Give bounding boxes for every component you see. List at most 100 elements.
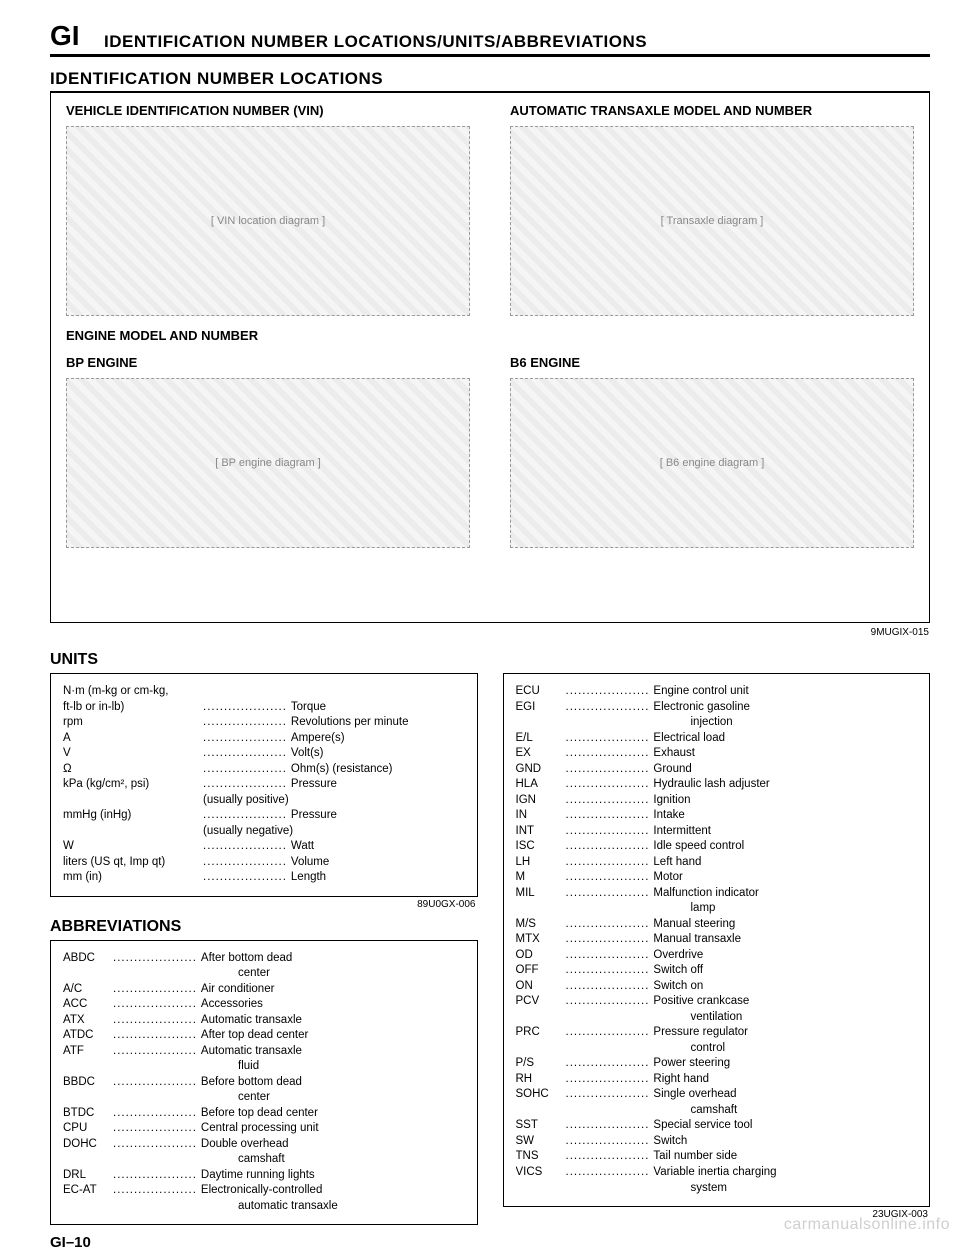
row-value: Positive crankcase <box>649 994 749 1010</box>
list-row: rpm .................... Revolutions per… <box>63 715 465 731</box>
list-row: PCV .................... Positive crankc… <box>516 994 918 1010</box>
list-row: OFF .................... Switch off <box>516 963 918 979</box>
row-value: Exhaust <box>649 746 695 762</box>
list-row: IN .................... Intake <box>516 808 918 824</box>
row-dots: .................... <box>203 746 287 762</box>
list-row: GND .................... Ground <box>516 762 918 778</box>
row-label: SST <box>516 1118 566 1134</box>
row-dots: .................... <box>566 777 650 793</box>
row-dots: .................... <box>566 824 650 840</box>
list-row: liters (US qt, Imp qt) .................… <box>63 855 465 871</box>
list-row: ATDC .................... After top dead… <box>63 1028 465 1044</box>
row-value: Intake <box>649 808 684 824</box>
row-dots: .................... <box>566 700 650 716</box>
row-value: Tail number side <box>649 1149 737 1165</box>
row-dots: .................... <box>113 982 197 998</box>
row-value: Malfunction indicator <box>649 886 758 902</box>
list-row-cont: system <box>516 1181 918 1197</box>
row-value: Accessories <box>197 997 263 1013</box>
abbrev-title: ABBREVIATIONS <box>50 918 478 936</box>
list-row-cont: control <box>516 1041 918 1057</box>
abbrev-right-box: ECU .................... Engine control … <box>503 673 931 1207</box>
row-label: P/S <box>516 1056 566 1072</box>
row-dots: .................... <box>566 917 650 933</box>
row-value: Electronic gasoline <box>649 700 750 716</box>
row-label: mmHg (inHg) <box>63 808 203 824</box>
list-row: ABDC .................... After bottom d… <box>63 951 465 967</box>
row-label: M/S <box>516 917 566 933</box>
row-dots: .................... <box>566 1072 650 1088</box>
list-row-cont: camshaft <box>63 1152 465 1168</box>
row-label: liters (US qt, Imp qt) <box>63 855 203 871</box>
row-label: GND <box>516 762 566 778</box>
list-row: BBDC .................... Before bottom … <box>63 1075 465 1091</box>
list-row: M/S .................... Manual steering <box>516 917 918 933</box>
units-fig-code: 89U0GX-006 <box>50 899 476 910</box>
list-row: ft-lb or in-lb) .................... Tor… <box>63 700 465 716</box>
row-dots: .................... <box>113 1106 197 1122</box>
row-value: After top dead center <box>197 1028 308 1044</box>
row-value: Variable inertia charging <box>649 1165 776 1181</box>
list-row: SW .................... Switch <box>516 1134 918 1150</box>
page-header: GI IDENTIFICATION NUMBER LOCATIONS/UNITS… <box>50 20 930 52</box>
row-dots: .................... <box>566 839 650 855</box>
row-label: Ω <box>63 762 203 778</box>
row-dots: .................... <box>203 839 287 855</box>
bp-engine-label: BP ENGINE <box>66 355 470 370</box>
row-label: PRC <box>516 1025 566 1041</box>
row-label: HLA <box>516 777 566 793</box>
row-label: OFF <box>516 963 566 979</box>
row-label: LH <box>516 855 566 871</box>
row-label: CPU <box>63 1121 113 1137</box>
section-code: GI <box>50 20 80 52</box>
list-row: SST .................... Special service… <box>516 1118 918 1134</box>
row-value: Electrical load <box>649 731 725 747</box>
list-row: Ω .................... Ohm(s) (resistanc… <box>63 762 465 778</box>
row-value: Manual transaxle <box>649 932 741 948</box>
row-dots: .................... <box>566 1056 650 1072</box>
row-label: IGN <box>516 793 566 809</box>
row-label: E/L <box>516 731 566 747</box>
row-value: Volume <box>287 855 329 871</box>
row-label: OD <box>516 948 566 964</box>
engine-label: ENGINE MODEL AND NUMBER <box>66 328 914 343</box>
list-row: PRC .................... Pressure regula… <box>516 1025 918 1041</box>
row-dots: .................... <box>203 700 287 716</box>
list-row: TNS .................... Tail number sid… <box>516 1149 918 1165</box>
list-row-cont: automatic transaxle <box>63 1199 465 1215</box>
list-row: EX .................... Exhaust <box>516 746 918 762</box>
list-row: BTDC .................... Before top dea… <box>63 1106 465 1122</box>
header-divider <box>50 54 930 57</box>
row-dots: .................... <box>113 1044 197 1060</box>
list-row: HLA .................... Hydraulic lash … <box>516 777 918 793</box>
row-dots: .................... <box>566 1165 650 1181</box>
row-dots: .................... <box>566 870 650 886</box>
list-row: ATX .................... Automatic trans… <box>63 1013 465 1029</box>
row-value: Power steering <box>649 1056 730 1072</box>
row-label: ft-lb or in-lb) <box>63 700 203 716</box>
row-value: Watt <box>287 839 314 855</box>
diagram-box: VEHICLE IDENTIFICATION NUMBER (VIN) [ VI… <box>50 93 930 623</box>
row-label: INT <box>516 824 566 840</box>
header-title: IDENTIFICATION NUMBER LOCATIONS/UNITS/AB… <box>104 32 647 52</box>
row-dots: .................... <box>566 963 650 979</box>
units-box: N·m (m-kg or cm-kg,ft-lb or in-lb) .....… <box>50 673 478 897</box>
row-dots: .................... <box>113 951 197 967</box>
row-value: After bottom dead <box>197 951 292 967</box>
row-dots: .................... <box>566 1134 650 1150</box>
row-value: Intermittent <box>649 824 711 840</box>
row-value: Hydraulic lash adjuster <box>649 777 769 793</box>
row-label: MIL <box>516 886 566 902</box>
vin-diagram: [ VIN location diagram ] <box>66 126 470 316</box>
row-dots: .................... <box>113 1137 197 1153</box>
row-value: Manual steering <box>649 917 735 933</box>
list-row: ISC .................... Idle speed cont… <box>516 839 918 855</box>
row-value: Single overhead <box>649 1087 736 1103</box>
row-value: Special service tool <box>649 1118 752 1134</box>
row-label: V <box>63 746 203 762</box>
abbrev-left-box: ABDC .................... After bottom d… <box>50 940 478 1226</box>
row-label: PCV <box>516 994 566 1010</box>
list-row-cont: ventilation <box>516 1010 918 1026</box>
row-dots: .................... <box>566 746 650 762</box>
row-value: Electronically-controlled <box>197 1183 322 1199</box>
